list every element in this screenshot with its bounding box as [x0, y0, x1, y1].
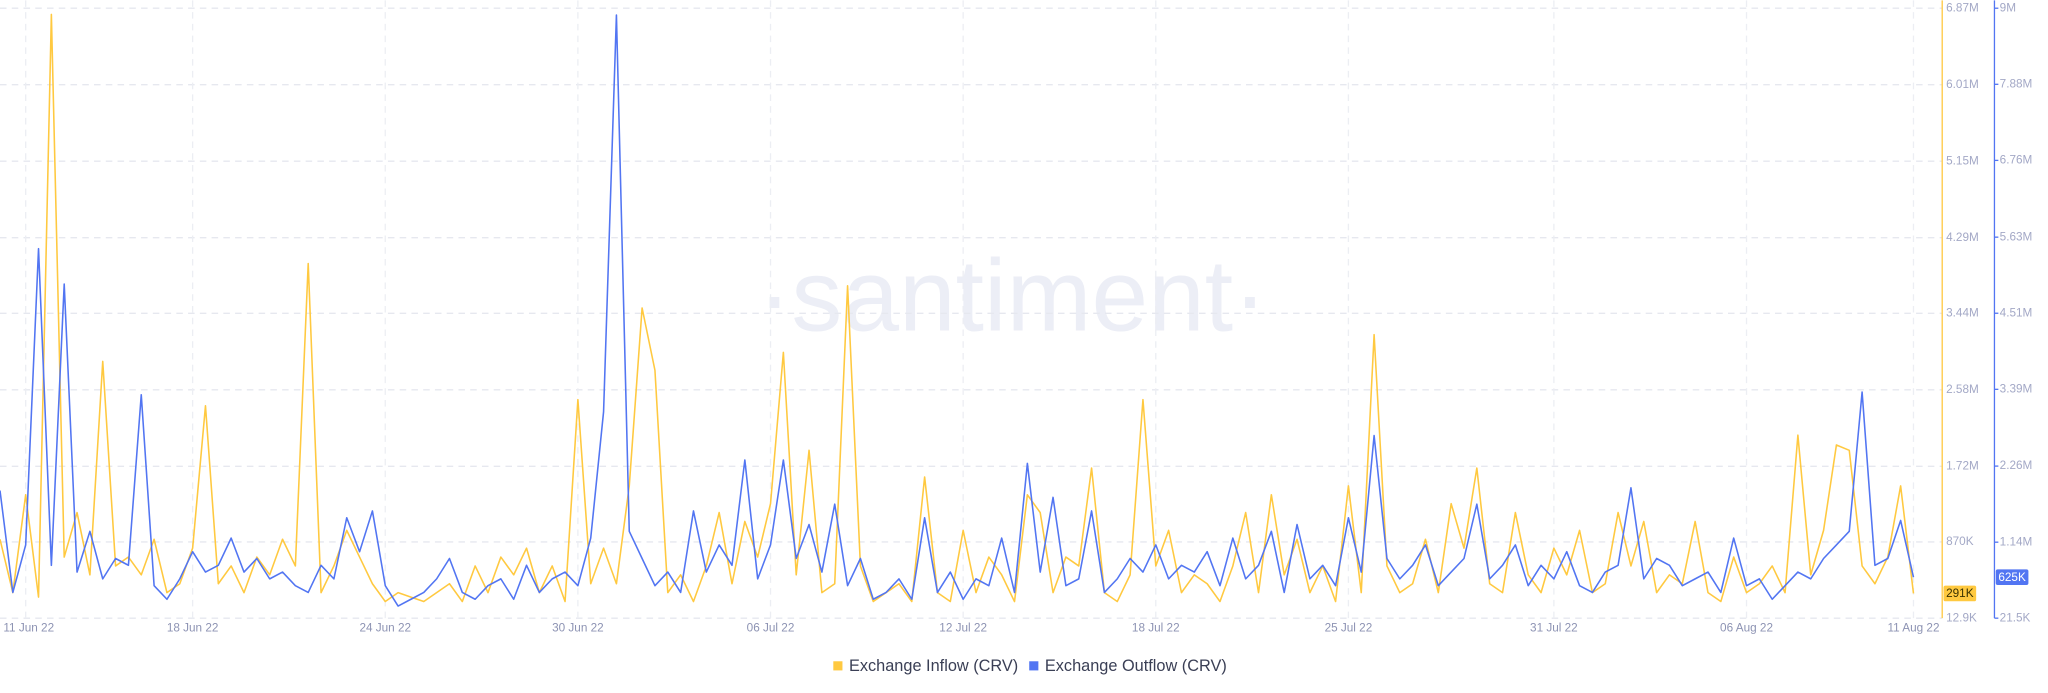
- axes: 12.9K 870K 1.72M 2.58M 3.44M 4.29M 5.15M 6.01M 6…: [3, 0, 2033, 635]
- legend-label: Exchange Outflow (CRV): [1045, 657, 1227, 675]
- legend-swatch: [1029, 661, 1039, 671]
- y2-tick-label: 4.51M: [2000, 306, 2033, 319]
- y2-tick-label: 5.63M: [2000, 230, 2033, 243]
- y-tick-label: 3.44M: [1946, 306, 1979, 319]
- x-tick-label: 18 Jun 22: [167, 622, 219, 635]
- x-tick-label: 12 Jul 22: [939, 622, 987, 635]
- series-line: [0, 13, 1915, 603]
- y-tick-label: 6.01M: [1946, 78, 1979, 91]
- y2-tick-label: 21.5K: [2000, 611, 2031, 624]
- y2-tick-label: 7.88M: [2000, 77, 2033, 90]
- y-tick-label: 2.58M: [1946, 383, 1979, 396]
- y2-tick-label: 2.26M: [2000, 459, 2033, 472]
- x-tick-label: 30 Jun 22: [552, 622, 604, 635]
- y2-tick-label: 6.76M: [2000, 153, 2033, 166]
- x-tick-label: 11 Jun 22: [3, 622, 54, 635]
- x-tick-label: 31 Jul 22: [1530, 622, 1578, 635]
- y2-tick-label: 1.14M: [2000, 535, 2033, 548]
- plot: [0, 13, 1915, 607]
- y-tick-label: 6.87M: [1946, 1, 1979, 14]
- x-tick-label: 24 Jun 22: [359, 622, 411, 635]
- y2-tick-label: 3.39M: [2000, 382, 2033, 395]
- last-value-label: 625K: [1998, 571, 2026, 584]
- last-value-badge: [1943, 585, 1977, 602]
- series-line: [0, 14, 1915, 607]
- legend: Exchange Inflow (CRV) Exchange Outflow (C…: [833, 657, 1227, 675]
- y-tick-label: 870K: [1946, 535, 1974, 548]
- legend-swatch: [833, 661, 843, 671]
- grid: [0, 0, 1943, 619]
- x-tick-label: 06 Jul 22: [747, 622, 795, 635]
- y-tick-label: 1.72M: [1946, 459, 1979, 472]
- x-tick-label: 06 Aug 22: [1720, 622, 1773, 635]
- y-tick-label: 4.29M: [1946, 231, 1979, 244]
- x-tick-label: 25 Jul 22: [1325, 622, 1373, 635]
- watermark: ·santiment·: [758, 238, 1267, 352]
- last-value-label: 291K: [1946, 587, 1974, 600]
- y-tick-label: 5.15M: [1946, 154, 1979, 167]
- x-tick-label: 18 Jul 22: [1132, 622, 1180, 635]
- legend-label: Exchange Inflow (CRV): [849, 657, 1018, 675]
- y2-tick-label: 9M: [2000, 1, 2016, 14]
- last-value-badge: [1995, 569, 2029, 586]
- y-tick-label: 12.9K: [1946, 611, 1977, 624]
- x-tick-label: 11 Aug 22: [1887, 622, 1939, 635]
